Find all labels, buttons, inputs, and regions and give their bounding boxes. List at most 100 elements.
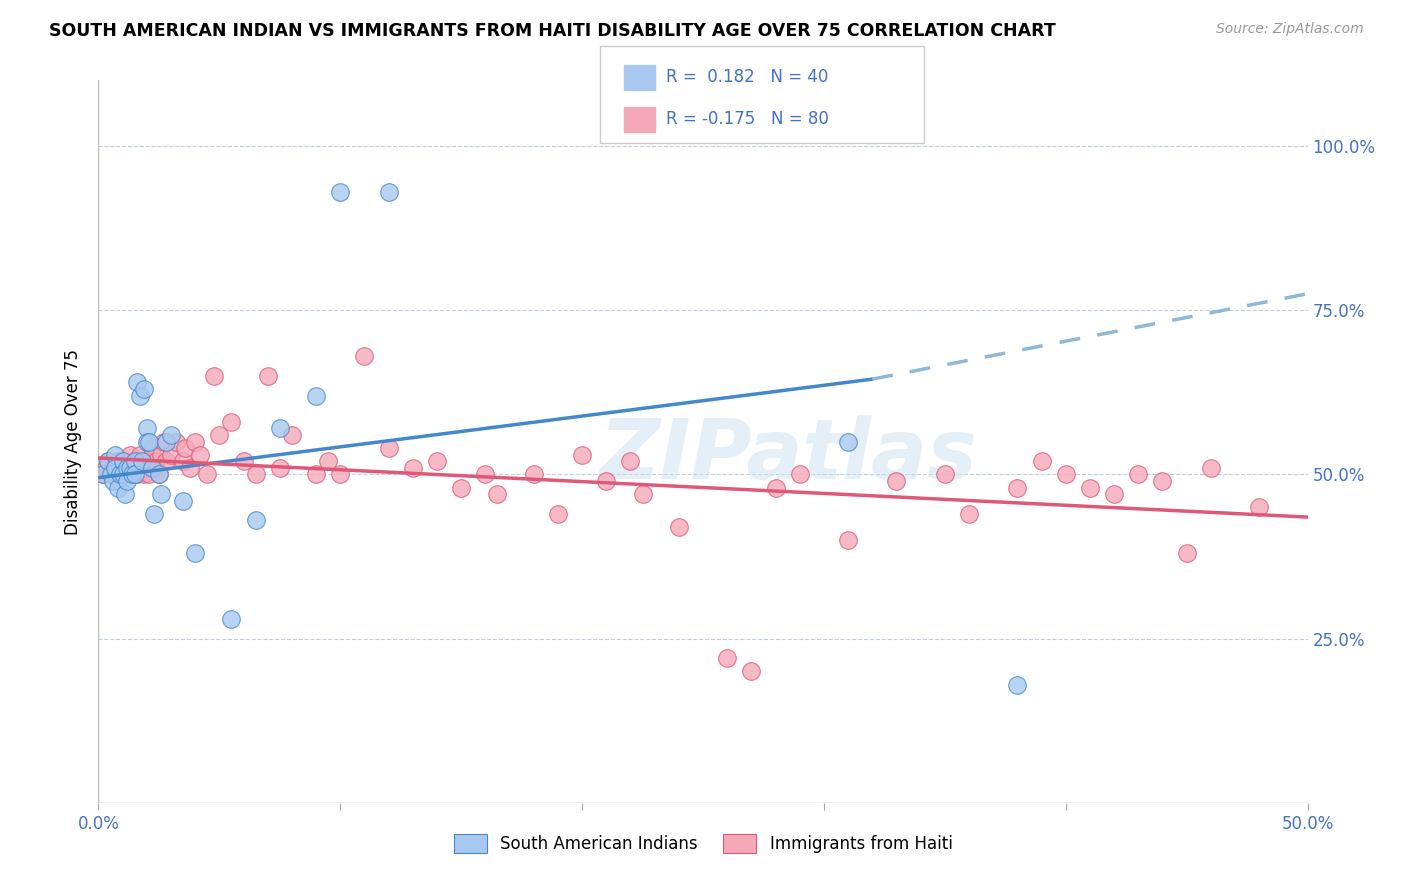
Point xyxy=(135,454,157,468)
Text: SOUTH AMERICAN INDIAN VS IMMIGRANTS FROM HAITI DISABILITY AGE OVER 75 CORRELATIO: SOUTH AMERICAN INDIAN VS IMMIGRANTS FROM… xyxy=(49,22,1056,40)
Point xyxy=(188,448,211,462)
Point xyxy=(523,467,546,482)
Point xyxy=(150,487,173,501)
Point xyxy=(571,448,593,462)
Point xyxy=(1199,460,1222,475)
Point xyxy=(128,388,150,402)
Point xyxy=(131,454,153,468)
Point xyxy=(91,467,114,482)
Point xyxy=(957,507,980,521)
Point xyxy=(595,474,617,488)
Point xyxy=(114,487,136,501)
Point xyxy=(104,467,127,482)
Point xyxy=(184,434,207,449)
Point xyxy=(716,651,738,665)
Point xyxy=(117,460,139,475)
Point xyxy=(128,448,150,462)
Point xyxy=(141,460,163,475)
Point xyxy=(143,507,166,521)
Point xyxy=(631,487,654,501)
Point xyxy=(101,460,124,475)
Legend: South American Indians, Immigrants from Haiti: South American Indians, Immigrants from … xyxy=(447,827,959,860)
Point xyxy=(221,415,243,429)
Point xyxy=(117,474,139,488)
Point xyxy=(281,428,304,442)
Point xyxy=(138,434,160,449)
Point xyxy=(138,467,160,482)
Point xyxy=(155,434,177,449)
Point xyxy=(668,520,690,534)
Point xyxy=(107,454,129,468)
Point xyxy=(108,460,131,475)
Point xyxy=(152,434,174,449)
Point xyxy=(316,454,339,468)
Point xyxy=(1102,487,1125,501)
Text: R = -0.175   N = 80: R = -0.175 N = 80 xyxy=(666,110,830,128)
Point xyxy=(547,507,569,521)
Point xyxy=(124,454,146,468)
Point xyxy=(143,460,166,475)
Point xyxy=(474,467,496,482)
Point xyxy=(426,454,449,468)
Point xyxy=(165,434,187,449)
Point xyxy=(134,467,156,482)
Point xyxy=(131,460,153,475)
Point xyxy=(97,454,120,468)
Point xyxy=(172,493,194,508)
Point xyxy=(1054,467,1077,482)
Point xyxy=(740,665,762,679)
Text: ZIPatlas: ZIPatlas xyxy=(599,416,977,497)
Point xyxy=(245,467,267,482)
Point xyxy=(450,481,472,495)
Point xyxy=(184,546,207,560)
Point xyxy=(107,481,129,495)
Text: Source: ZipAtlas.com: Source: ZipAtlas.com xyxy=(1216,22,1364,37)
Point xyxy=(91,467,114,482)
Point xyxy=(305,467,328,482)
Point xyxy=(160,448,183,462)
Point xyxy=(108,467,131,482)
Point xyxy=(195,467,218,482)
Point xyxy=(486,487,509,501)
Point xyxy=(141,441,163,455)
Y-axis label: Disability Age Over 75: Disability Age Over 75 xyxy=(65,349,83,534)
Point xyxy=(377,185,399,199)
Point xyxy=(97,454,120,468)
Point xyxy=(111,454,134,468)
Point xyxy=(118,460,141,475)
Point xyxy=(1175,546,1198,560)
Point xyxy=(100,467,122,482)
Point xyxy=(150,448,173,462)
Point xyxy=(1007,677,1029,691)
Point xyxy=(114,460,136,475)
Point xyxy=(1007,481,1029,495)
Point xyxy=(245,513,267,527)
Point xyxy=(765,481,787,495)
Point xyxy=(124,454,146,468)
Point xyxy=(104,460,127,475)
Point xyxy=(111,467,134,482)
Point xyxy=(1152,474,1174,488)
Point xyxy=(886,474,908,488)
Point xyxy=(179,460,201,475)
Point xyxy=(837,533,859,547)
Point xyxy=(124,460,146,475)
Point xyxy=(1128,467,1150,482)
Text: R =  0.182   N = 40: R = 0.182 N = 40 xyxy=(666,68,828,86)
Point xyxy=(204,368,226,383)
Point xyxy=(619,454,641,468)
Point xyxy=(121,467,143,482)
Point xyxy=(329,467,352,482)
Point xyxy=(101,474,124,488)
Point xyxy=(353,349,375,363)
Point xyxy=(104,448,127,462)
Point xyxy=(172,454,194,468)
Point xyxy=(221,612,243,626)
Point xyxy=(837,434,859,449)
Point xyxy=(789,467,811,482)
Point xyxy=(100,467,122,482)
Point xyxy=(124,467,146,482)
Point xyxy=(402,460,425,475)
Point xyxy=(135,421,157,435)
Point xyxy=(329,185,352,199)
